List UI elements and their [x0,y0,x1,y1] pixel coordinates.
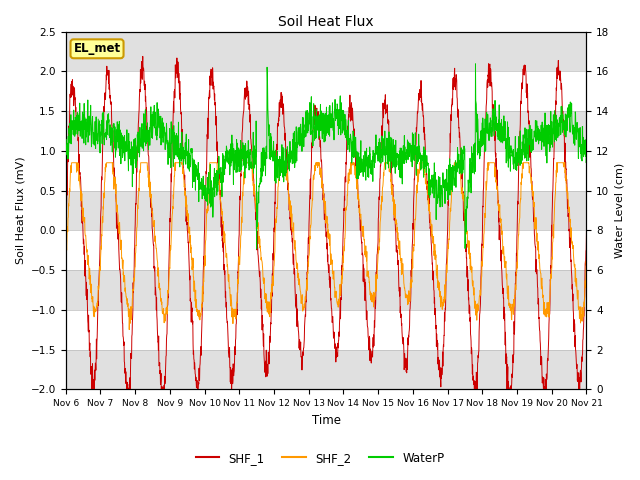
Bar [66,191,586,230]
Legend: SHF_1, SHF_2, WaterP: SHF_1, SHF_2, WaterP [191,447,449,469]
Title: Soil Heat Flux: Soil Heat Flux [278,15,374,29]
Bar [66,111,586,151]
Text: EL_met: EL_met [74,42,120,55]
X-axis label: Time: Time [312,414,340,427]
Y-axis label: Water Level (cm): Water Level (cm) [615,163,625,258]
Bar [66,32,586,72]
Y-axis label: Soil Heat Flux (mV): Soil Heat Flux (mV) [15,156,25,264]
Bar [66,270,586,310]
Bar [66,349,586,389]
